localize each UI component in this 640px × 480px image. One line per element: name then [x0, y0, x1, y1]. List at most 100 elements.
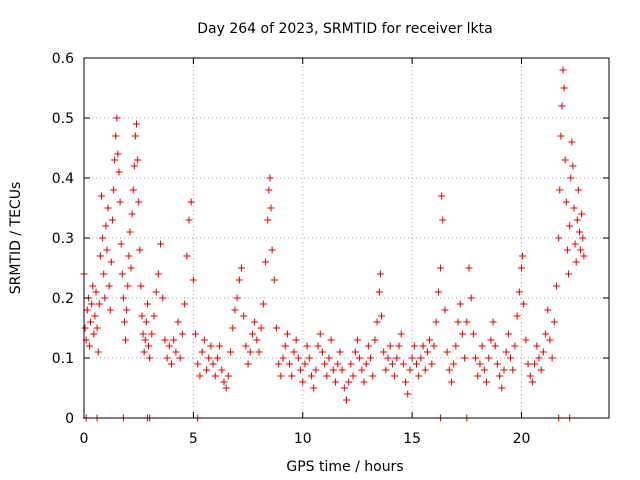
y-tick-label: 0: [65, 411, 74, 427]
data-point: [438, 192, 446, 200]
data-point: [469, 330, 477, 338]
data-point: [419, 342, 427, 350]
data-point: [231, 306, 239, 314]
data-point: [316, 330, 324, 338]
data-point: [376, 270, 384, 278]
data-point: [570, 204, 578, 212]
data-point: [187, 198, 195, 206]
data-point: [367, 354, 375, 362]
data-point: [467, 294, 475, 302]
data-points: [80, 66, 588, 422]
data-point: [371, 336, 379, 344]
data-point: [539, 348, 547, 356]
data-point: [128, 210, 136, 218]
data-point: [119, 294, 127, 302]
data-point: [220, 378, 228, 386]
data-point: [458, 330, 466, 338]
data-point: [136, 246, 144, 254]
data-point: [327, 336, 335, 344]
data-point: [137, 282, 145, 290]
data-point: [146, 354, 154, 362]
data-point: [140, 348, 148, 356]
data-point: [323, 372, 331, 380]
data-point: [268, 246, 276, 254]
data-point: [432, 318, 440, 326]
data-point: [240, 312, 248, 320]
data-point: [502, 348, 510, 356]
data-point: [572, 258, 580, 266]
data-point: [318, 348, 326, 356]
data-point: [386, 342, 394, 350]
data-point: [115, 168, 123, 176]
data-point: [461, 354, 469, 362]
data-point: [443, 348, 451, 356]
data-point: [491, 342, 499, 350]
data-point: [194, 360, 202, 368]
y-tick-label: 0.2: [52, 291, 74, 307]
data-point: [578, 210, 586, 218]
data-point: [465, 264, 473, 272]
data-point: [577, 246, 585, 254]
data-point: [397, 330, 405, 338]
data-point: [114, 150, 122, 158]
data-point: [185, 216, 193, 224]
data-point: [125, 252, 133, 260]
data-point: [255, 348, 263, 356]
data-point: [561, 156, 569, 164]
data-point: [430, 342, 438, 350]
data-point: [334, 360, 342, 368]
data-point: [148, 330, 156, 338]
data-point: [369, 372, 377, 380]
data-point: [157, 240, 165, 248]
x-tick-label: 10: [294, 431, 312, 447]
data-point: [122, 336, 130, 344]
x-tick-label: 0: [80, 431, 89, 447]
data-point: [124, 282, 132, 290]
data-point: [441, 306, 449, 314]
data-point: [509, 366, 517, 374]
data-point: [183, 252, 191, 260]
data-point: [395, 342, 403, 350]
data-point: [251, 318, 259, 326]
data-point: [507, 354, 515, 362]
data-point: [308, 372, 315, 380]
data-point: [126, 228, 134, 236]
data-point: [102, 222, 110, 230]
data-point: [410, 342, 418, 350]
data-point: [244, 360, 252, 368]
data-point: [262, 258, 270, 266]
data-point: [343, 396, 350, 404]
data-point: [321, 360, 329, 368]
data-point: [279, 354, 287, 362]
data-point: [408, 354, 416, 362]
data-point: [522, 336, 530, 344]
data-point: [205, 354, 213, 362]
data-point: [117, 240, 125, 248]
data-point: [178, 330, 186, 338]
data-point: [500, 366, 508, 374]
data-point: [259, 300, 267, 308]
y-axis-label: SRMTID / TECUs: [8, 182, 24, 295]
data-point: [351, 348, 359, 356]
data-point: [170, 336, 178, 344]
data-point: [145, 342, 153, 350]
data-point: [141, 336, 149, 344]
data-point: [107, 258, 115, 266]
data-point: [209, 360, 217, 368]
data-point: [391, 372, 399, 380]
data-point: [574, 186, 582, 194]
data-point: [83, 306, 91, 314]
data-point: [168, 360, 175, 368]
data-point: [165, 342, 173, 350]
data-point: [286, 360, 294, 368]
data-point: [478, 342, 486, 350]
data-point: [356, 354, 364, 362]
data-point: [129, 186, 137, 194]
data-point: [542, 330, 550, 338]
data-point: [524, 360, 532, 368]
y-tick-label: 0.5: [52, 111, 74, 127]
data-point: [452, 342, 460, 350]
data-point: [283, 330, 291, 338]
data-point: [483, 378, 490, 386]
